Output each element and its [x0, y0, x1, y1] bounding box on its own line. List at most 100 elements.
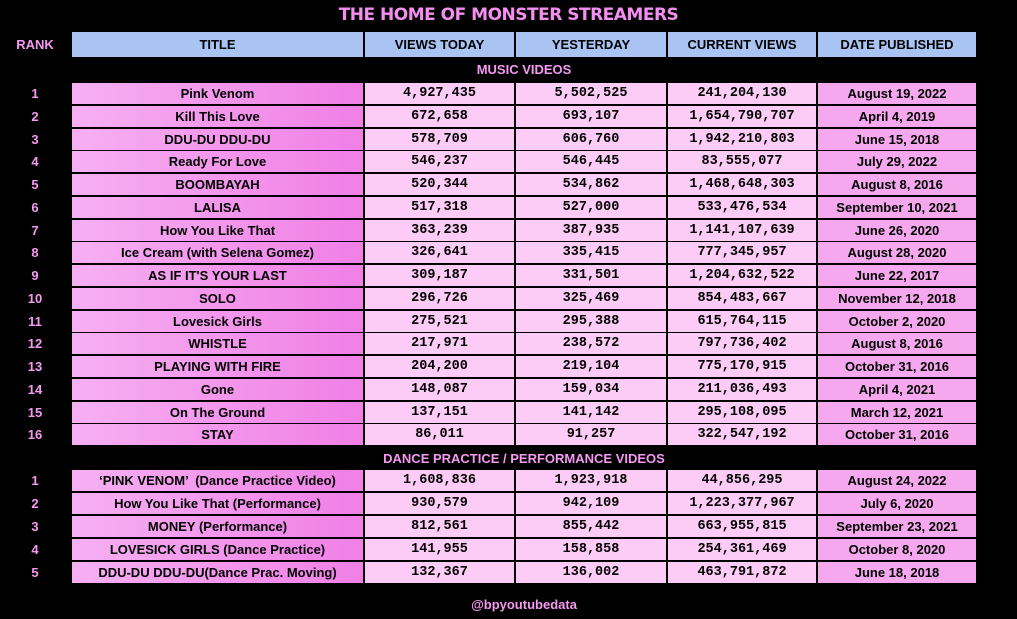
table-cell: 1,223,377,967: [668, 493, 816, 514]
section-title: DANCE PRACTICE / PERFORMANCE VIDEOS: [72, 448, 976, 469]
table-cell: 204,200: [365, 356, 514, 377]
table-cell: April 4, 2021: [818, 378, 976, 400]
table-cell: 534,862: [516, 174, 666, 195]
table-cell: October 31, 2016: [818, 424, 976, 446]
column-header: RANK: [0, 32, 70, 57]
table-cell: August 24, 2022: [818, 470, 976, 491]
table-cell: WHISTLE: [72, 333, 363, 355]
table-cell: 533,476,534: [668, 196, 816, 218]
table-cell: 942,109: [516, 493, 666, 514]
rank: 10: [0, 287, 70, 309]
column-header: DATE PUBLISHED: [818, 32, 976, 57]
rank: 9: [0, 265, 70, 286]
table-cell: 855,442: [516, 516, 666, 537]
table-cell: STAY: [72, 424, 363, 446]
table-cell: August 8, 2016: [818, 333, 976, 355]
table-cell: 1,654,790,707: [668, 105, 816, 127]
table-cell: 241,204,130: [668, 83, 816, 104]
table-cell: September 10, 2021: [818, 196, 976, 218]
table-cell: Kill This Love: [72, 105, 363, 127]
table-cell: July 6, 2020: [818, 493, 976, 514]
table-cell: 812,561: [365, 516, 514, 537]
table-cell: 44,856,295: [668, 470, 816, 491]
table-cell: LALISA: [72, 196, 363, 218]
table-cell: 219,104: [516, 356, 666, 377]
rank: 3: [0, 516, 70, 537]
table-cell: 546,237: [365, 151, 514, 173]
table-cell: 463,791,872: [668, 562, 816, 583]
table-cell: March 12, 2021: [818, 401, 976, 423]
table-cell: 91,257: [516, 424, 666, 446]
table-cell: 136,002: [516, 562, 666, 583]
table-cell: 930,579: [365, 493, 514, 514]
table-cell: August 8, 2016: [818, 174, 976, 195]
table-cell: 148,087: [365, 378, 514, 400]
table-cell: 322,547,192: [668, 424, 816, 446]
table-cell: ‘PINK VENOM’ (Dance Practice Video): [72, 470, 363, 491]
table-cell: 5,502,525: [516, 83, 666, 104]
table-cell: June 26, 2020: [818, 219, 976, 241]
rank: 11: [0, 310, 70, 332]
table-cell: 326,641: [365, 242, 514, 264]
rank: 6: [0, 196, 70, 218]
rank: 7: [0, 219, 70, 241]
table-cell: June 18, 2018: [818, 562, 976, 583]
table-cell: 527,000: [516, 196, 666, 218]
table-cell: June 15, 2018: [818, 128, 976, 150]
table-cell: 141,955: [365, 539, 514, 560]
table-cell: 137,151: [365, 401, 514, 423]
table-cell: LOVESICK GIRLS (Dance Practice): [72, 539, 363, 560]
column-header: TITLE: [72, 32, 363, 57]
table-cell: 387,935: [516, 219, 666, 241]
table-cell: 86,011: [365, 424, 514, 446]
table-cell: 693,107: [516, 105, 666, 127]
table-cell: 141,142: [516, 401, 666, 423]
table-cell: 520,344: [365, 174, 514, 195]
rank: 8: [0, 242, 70, 264]
table-cell: 296,726: [365, 287, 514, 309]
table-cell: 159,034: [516, 378, 666, 400]
rank: 1: [0, 83, 70, 104]
table-cell: August 19, 2022: [818, 83, 976, 104]
table-cell: 1,942,210,803: [668, 128, 816, 150]
table-cell: 295,108,095: [668, 401, 816, 423]
column-header: CURRENT VIEWS: [668, 32, 816, 57]
rank: 15: [0, 401, 70, 423]
table-cell: Ice Cream (with Selena Gomez): [72, 242, 363, 264]
table-cell: 211,036,493: [668, 378, 816, 400]
table-cell: Gone: [72, 378, 363, 400]
table-cell: 517,318: [365, 196, 514, 218]
rank: 1: [0, 470, 70, 491]
table-cell: SOLO: [72, 287, 363, 309]
column-header: YESTERDAY: [516, 32, 666, 57]
table-cell: October 31, 2016: [818, 356, 976, 377]
table-cell: April 4, 2019: [818, 105, 976, 127]
table-cell: 331,501: [516, 265, 666, 286]
table-cell: 1,923,918: [516, 470, 666, 491]
footer-handle: @bpyoutubedata: [72, 589, 976, 619]
table-cell: PLAYING WITH FIRE: [72, 356, 363, 377]
rank: 16: [0, 424, 70, 446]
table-cell: DDU-DU DDU-DU: [72, 128, 363, 150]
table-cell: 1,141,107,639: [668, 219, 816, 241]
table-cell: On The Ground: [72, 401, 363, 423]
table-cell: 578,709: [365, 128, 514, 150]
table-cell: 363,239: [365, 219, 514, 241]
section-title: MUSIC VIDEOS: [72, 59, 976, 80]
table-cell: AS IF IT'S YOUR LAST: [72, 265, 363, 286]
table-cell: 325,469: [516, 287, 666, 309]
table-cell: October 8, 2020: [818, 539, 976, 560]
table-cell: 238,572: [516, 333, 666, 355]
table-cell: 335,415: [516, 242, 666, 264]
table-cell: 254,361,469: [668, 539, 816, 560]
table-cell: October 2, 2020: [818, 310, 976, 332]
table-cell: 4,927,435: [365, 83, 514, 104]
rank: 5: [0, 562, 70, 583]
table-cell: 275,521: [365, 310, 514, 332]
column-header: VIEWS TODAY: [365, 32, 514, 57]
table-cell: 1,468,648,303: [668, 174, 816, 195]
table-cell: DDU-DU DDU-DU(Dance Prac. Moving): [72, 562, 363, 583]
table-cell: 777,345,957: [668, 242, 816, 264]
rank: 12: [0, 333, 70, 355]
